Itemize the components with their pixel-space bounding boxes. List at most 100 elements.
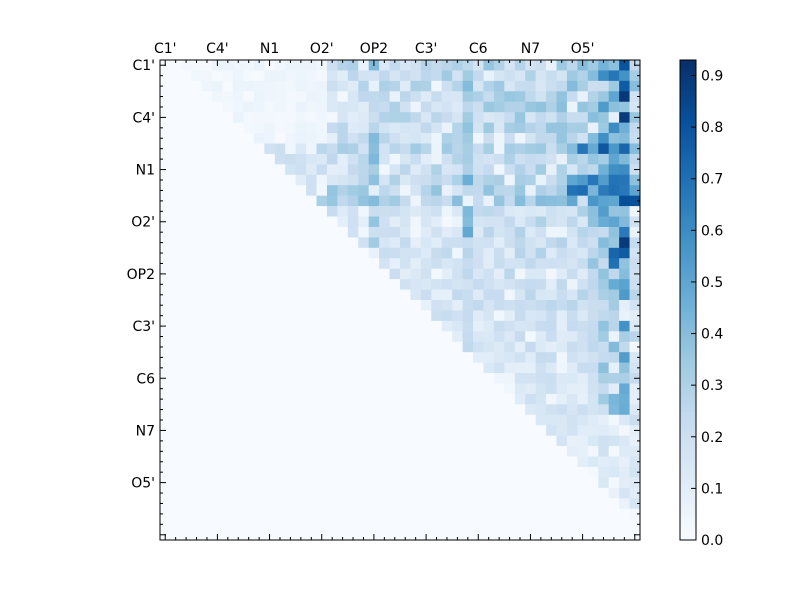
heatmap-cell [441,195,453,207]
heatmap-cell [337,498,349,510]
heatmap-cell [441,508,453,520]
heatmap-cell [483,352,495,364]
heatmap-cell [326,226,338,238]
heatmap-cell [326,268,338,280]
heatmap-cell [306,341,317,353]
colorbar-segment [680,240,696,245]
heatmap-cell [253,206,265,217]
heatmap-cell [535,383,547,395]
heatmap-cell [587,226,599,238]
heatmap-cell [379,383,390,395]
colorbar-segment [680,524,696,529]
heatmap-cell [629,133,641,144]
heatmap-cell [379,237,390,249]
heatmap-cell [160,174,171,186]
heatmap-cell [504,133,516,144]
heatmap-cell [295,393,307,405]
heatmap-cell [233,206,244,217]
heatmap-cell [462,341,474,353]
heatmap-cell [400,393,411,405]
heatmap-cell [264,143,276,155]
heatmap-cell [389,466,401,478]
colorbar-segment [680,496,696,501]
colorbar-segment [680,432,696,437]
heatmap-cell [326,435,338,447]
heatmap-cell [191,174,203,186]
heatmap-cell [608,383,620,395]
heatmap-cell [441,477,453,489]
heatmap-cell [326,289,338,301]
heatmap-cell [285,341,297,353]
colorbar-segment [680,520,696,525]
heatmap-cell [233,122,244,134]
heatmap-cell [316,362,328,374]
heatmap-cell [285,70,297,82]
heatmap-cell [212,185,224,197]
heatmap-cell [368,258,380,270]
heatmap-cell [295,466,307,478]
heatmap-cell [180,80,192,92]
heatmap-cell [493,237,505,249]
heatmap-cell [420,456,432,468]
heatmap-cell [337,414,349,426]
heatmap-cell [379,70,390,82]
heatmap-cell [212,247,224,259]
heatmap-cell [264,466,276,478]
heatmap-cell [285,383,297,395]
heatmap-cell [170,341,182,353]
heatmap-cell [483,508,495,520]
heatmap-cell [326,237,338,249]
heatmap-cell [368,310,380,322]
heatmap-cell [358,143,370,155]
heatmap-cell [233,164,244,176]
heatmap-cell [556,446,568,457]
heatmap-cell [504,289,516,301]
heatmap-cell [514,404,526,416]
heatmap-cell [222,529,234,541]
heatmap-cell [577,185,589,197]
heatmap-cell [337,195,349,207]
colorbar-segment [680,388,696,393]
heatmap-cell [243,91,255,103]
heatmap-cell [347,446,359,457]
heatmap-cell [556,529,568,541]
heatmap-cell [358,456,370,468]
colorbar-segment [680,508,696,513]
heatmap-cell [160,206,171,217]
heatmap-cell [233,289,244,301]
heatmap-cell [566,153,578,165]
heatmap-cell [587,529,599,541]
colorbar-segment [680,308,696,313]
heatmap-cell [316,268,328,280]
heatmap-cell [264,425,276,437]
heatmap-cell [222,91,234,103]
heatmap-cell [400,153,411,165]
heatmap-cell [389,508,401,520]
heatmap-cell [535,268,547,280]
heatmap-cell [535,122,547,134]
heatmap-cell [598,529,610,541]
heatmap-cell [389,362,401,374]
heatmap-cell [306,425,317,437]
colorbar-segment [680,380,696,385]
heatmap-cell [493,279,505,290]
heatmap-cell [514,226,526,238]
heatmap-cell [368,226,380,238]
heatmap-cell [358,185,370,197]
heatmap-cell [379,529,390,541]
heatmap-cell [525,310,537,322]
heatmap-cell [483,216,495,228]
heatmap-cell [306,185,317,197]
heatmap-cell [504,195,516,207]
heatmap-cell [306,133,317,144]
colorbar-segment [680,212,696,217]
heatmap-cell [556,508,568,520]
heatmap-cell [400,435,411,447]
heatmap-cell [243,112,255,124]
heatmap-cell [285,164,297,176]
heatmap-cell [316,258,328,270]
colorbar-segment [680,480,696,485]
heatmap-cell [222,404,234,416]
heatmap-cell [493,320,505,332]
heatmap-cell [201,331,213,343]
